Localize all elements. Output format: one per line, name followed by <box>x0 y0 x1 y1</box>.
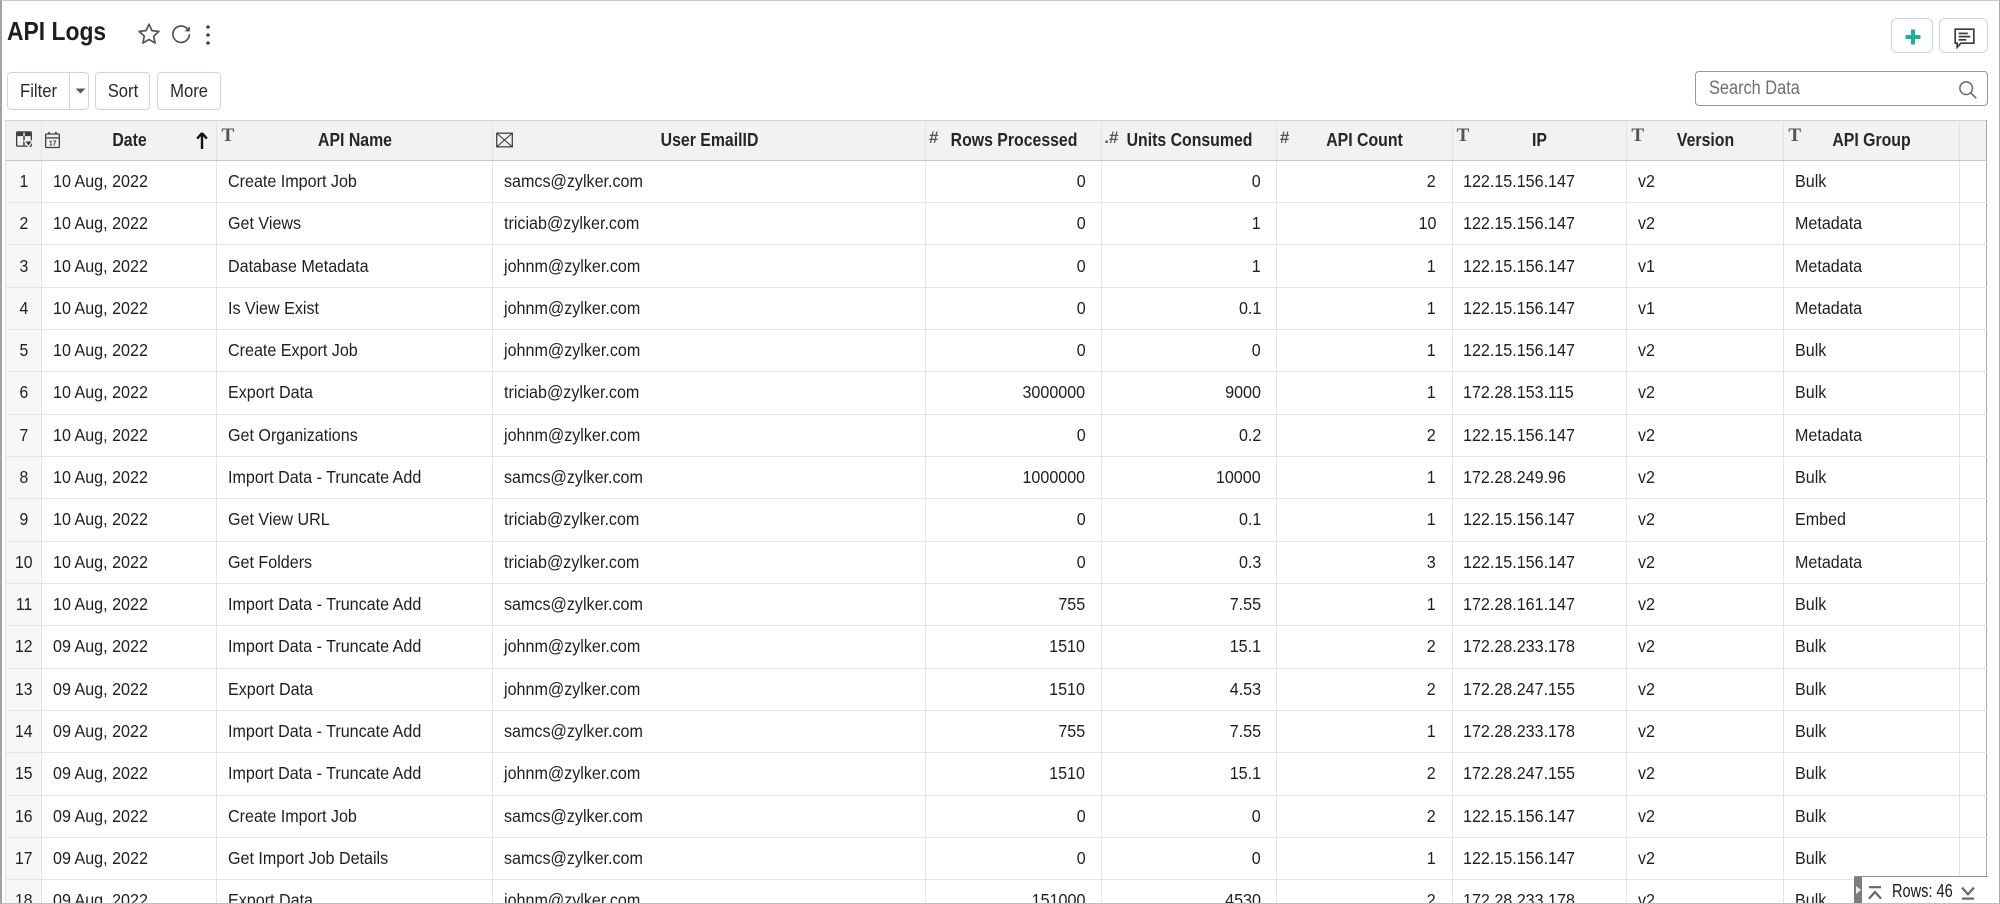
svg-text:17: 17 <box>48 141 56 148</box>
